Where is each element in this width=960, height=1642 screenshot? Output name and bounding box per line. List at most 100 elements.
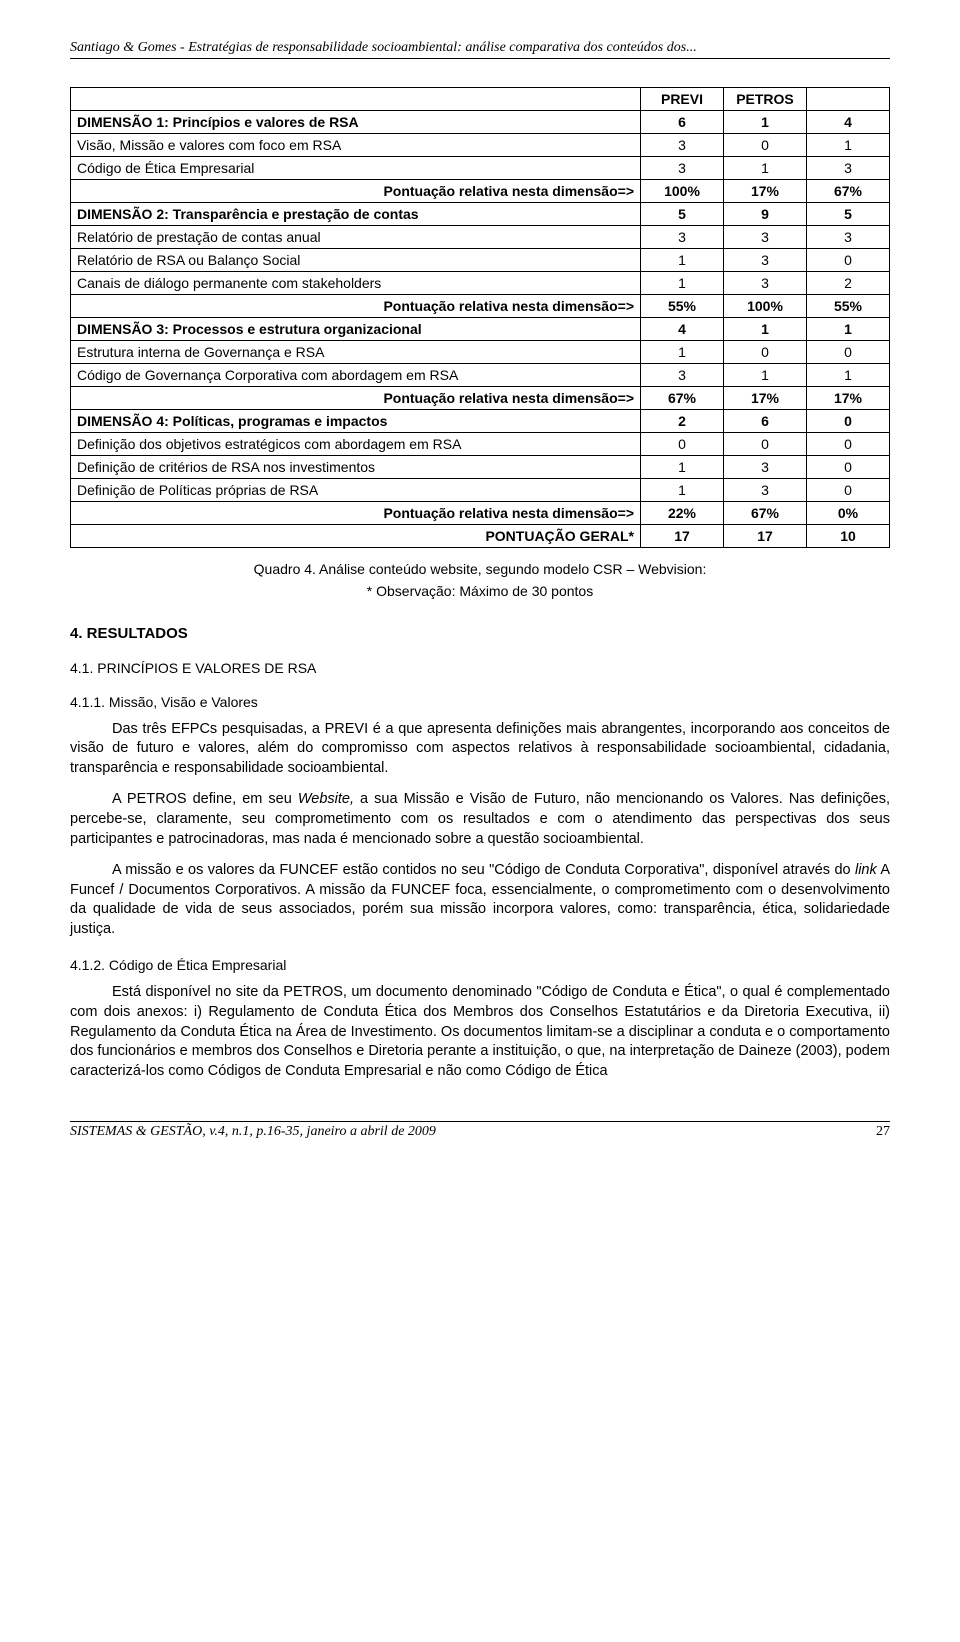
row-c2: 3 [724,226,807,249]
table-row: Relatório de RSA ou Balanço Social130 [71,249,890,272]
row-c1: 55% [641,295,724,318]
paragraph-1: Das três EFPCs pesquisadas, a PREVI é a … [70,720,890,779]
row-c2: 1 [724,157,807,180]
col-blank [71,88,641,111]
row-c3: 67% [807,180,890,203]
row-c1: 3 [641,226,724,249]
table-row: DIMENSÃO 4: Políticas, programas e impac… [71,410,890,433]
row-c1: 3 [641,134,724,157]
row-label: DIMENSÃO 1: Princípios e valores de RSA [71,111,641,134]
row-label: Pontuação relativa nesta dimensão=> [71,180,641,203]
col-blank2 [807,88,890,111]
row-c2: 67% [724,502,807,525]
caption-line2: * Observação: Máximo de 30 pontos [367,583,593,599]
caption-line1: Quadro 4. Análise conteúdo website, segu… [254,561,707,577]
table-row: Código de Ética Empresarial313 [71,157,890,180]
row-c2: 1 [724,318,807,341]
footer-page-number: 27 [876,1124,890,1140]
row-c2: 3 [724,249,807,272]
analysis-table: PREVI PETROS DIMENSÃO 1: Princípios e va… [70,87,890,548]
row-label: DIMENSÃO 2: Transparência e prestação de… [71,203,641,226]
table-row: Pontuação relativa nesta dimensão=>100%1… [71,180,890,203]
row-c2: 1 [724,364,807,387]
row-label: Pontuação relativa nesta dimensão=> [71,387,641,410]
table-row: PONTUAÇÃO GERAL*171710 [71,525,890,548]
table-row: Estrutura interna de Governança e RSA100 [71,341,890,364]
row-c1: 1 [641,272,724,295]
row-label: Visão, Missão e valores com foco em RSA [71,134,641,157]
row-c3: 1 [807,318,890,341]
table-row: Definição dos objetivos estratégicos com… [71,433,890,456]
row-c3: 17% [807,387,890,410]
row-c2: 6 [724,410,807,433]
row-label: PONTUAÇÃO GERAL* [71,525,641,548]
table-header-row: PREVI PETROS [71,88,890,111]
table-row: DIMENSÃO 1: Princípios e valores de RSA6… [71,111,890,134]
row-c1: 1 [641,479,724,502]
row-c1: 0 [641,433,724,456]
row-label: Definição de Políticas próprias de RSA [71,479,641,502]
row-c1: 3 [641,364,724,387]
row-c1: 22% [641,502,724,525]
row-c1: 1 [641,341,724,364]
table-row: Pontuação relativa nesta dimensão=>22%67… [71,502,890,525]
table-row: Código de Governança Corporativa com abo… [71,364,890,387]
row-label: Relatório de RSA ou Balanço Social [71,249,641,272]
section-4-1-2-title: 4.1.2. Código de Ética Empresarial [70,957,890,973]
p2-italic: Website, [298,791,354,807]
row-c3: 3 [807,226,890,249]
table-row: Pontuação relativa nesta dimensão=>55%10… [71,295,890,318]
row-c1: 67% [641,387,724,410]
footer-citation: SISTEMAS & GESTÃO, v.4, n.1, p.16-35, ja… [70,1124,436,1140]
row-label: Canais de diálogo permanente com stakeho… [71,272,641,295]
row-c1: 2 [641,410,724,433]
paragraph-2: A PETROS define, em seu Website, a sua M… [70,790,890,849]
row-c1: 3 [641,157,724,180]
row-c2: 17% [724,387,807,410]
row-c1: 1 [641,456,724,479]
row-c2: 0 [724,134,807,157]
row-c3: 4 [807,111,890,134]
table-row: Relatório de prestação de contas anual33… [71,226,890,249]
row-c1: 5 [641,203,724,226]
row-c3: 2 [807,272,890,295]
table-row: Definição de Políticas próprias de RSA13… [71,479,890,502]
row-label: Código de Ética Empresarial [71,157,641,180]
row-c3: 0 [807,433,890,456]
row-label: Pontuação relativa nesta dimensão=> [71,295,641,318]
row-label: Definição dos objetivos estratégicos com… [71,433,641,456]
row-c2: 3 [724,456,807,479]
table-row: Pontuação relativa nesta dimensão=>67%17… [71,387,890,410]
row-c3: 0% [807,502,890,525]
col-petros: PETROS [724,88,807,111]
row-c3: 3 [807,157,890,180]
row-c3: 0 [807,249,890,272]
row-c2: 100% [724,295,807,318]
row-c2: 9 [724,203,807,226]
row-c1: 17 [641,525,724,548]
paragraph-4: Está disponível no site da PETROS, um do… [70,983,890,1081]
row-c3: 1 [807,364,890,387]
running-head: Santiago & Gomes - Estratégias de respon… [70,40,890,59]
section-4-title: 4. RESULTADOS [70,625,890,642]
row-label: DIMENSÃO 3: Processos e estrutura organi… [71,318,641,341]
row-c3: 10 [807,525,890,548]
row-c1: 1 [641,249,724,272]
row-c3: 0 [807,456,890,479]
row-label: Código de Governança Corporativa com abo… [71,364,641,387]
row-c2: 17 [724,525,807,548]
table-row: Visão, Missão e valores com foco em RSA3… [71,134,890,157]
row-c3: 0 [807,410,890,433]
row-c2: 0 [724,341,807,364]
row-c2: 3 [724,479,807,502]
row-c1: 6 [641,111,724,134]
row-label: Relatório de prestação de contas anual [71,226,641,249]
row-label: DIMENSÃO 4: Políticas, programas e impac… [71,410,641,433]
row-label: Pontuação relativa nesta dimensão=> [71,502,641,525]
p3-part-a: A missão e os valores da FUNCEF estão co… [112,862,855,878]
row-label: Definição de critérios de RSA nos invest… [71,456,641,479]
paragraph-3: A missão e os valores da FUNCEF estão co… [70,861,890,939]
row-c3: 0 [807,479,890,502]
row-c1: 4 [641,318,724,341]
page-footer: SISTEMAS & GESTÃO, v.4, n.1, p.16-35, ja… [70,1121,890,1140]
